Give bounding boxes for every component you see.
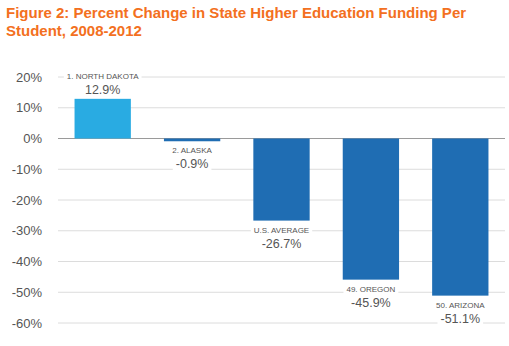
data-label: -0.9% [176,157,209,171]
y-tick-label: -40% [12,254,43,269]
bar [164,139,220,142]
y-tick-label: -20% [12,193,43,208]
chart-svg: 20% 10% 0% -10% -20% -30% -40% -50% -60% 1. NORTH… [0,0,509,346]
y-tick-label: -60% [12,316,43,331]
y-tick-label: -30% [12,223,43,238]
category-label: 2. ALASKA [172,146,212,155]
y-tick-label: 20% [16,70,42,85]
label-bg [343,284,398,295]
y-axis: 20% 10% 0% -10% -20% -30% -40% -50% -60% [12,70,43,331]
category-label: U.S. AVERAGE [254,226,309,235]
y-tick-label: 10% [16,100,42,115]
category-label: 49. OREGON [346,285,395,294]
data-label: -26.7% [262,237,302,251]
label-bg [82,81,123,97]
y-tick-label: -10% [12,162,43,177]
y-tick-label: -50% [12,285,43,300]
data-label: 12.9% [85,83,120,97]
bars [75,99,489,296]
y-tick-label: 0% [23,131,42,146]
label-bg [259,235,305,251]
bar [343,139,399,280]
chart-title: Figure 2: Percent Change in State Higher… [6,4,468,40]
label-bg [169,145,215,156]
data-label: -45.9% [351,296,391,310]
label-bg [348,294,394,310]
labels: 1. NORTH DAKOTA 12.9% 2. ALASKA -0.9% U.S. A… [64,71,488,326]
label-bg [173,156,212,172]
data-label: -51.1% [440,312,480,326]
grid [58,77,505,323]
label-bg [433,300,487,311]
category-label: 1. NORTH DAKOTA [67,72,139,81]
bar [432,139,488,296]
bar [253,139,309,221]
label-bg [64,71,142,82]
bar [75,99,131,139]
category-label: 50. ARIZONA [436,301,485,310]
label-bg [251,225,312,236]
label-bg [437,310,483,326]
